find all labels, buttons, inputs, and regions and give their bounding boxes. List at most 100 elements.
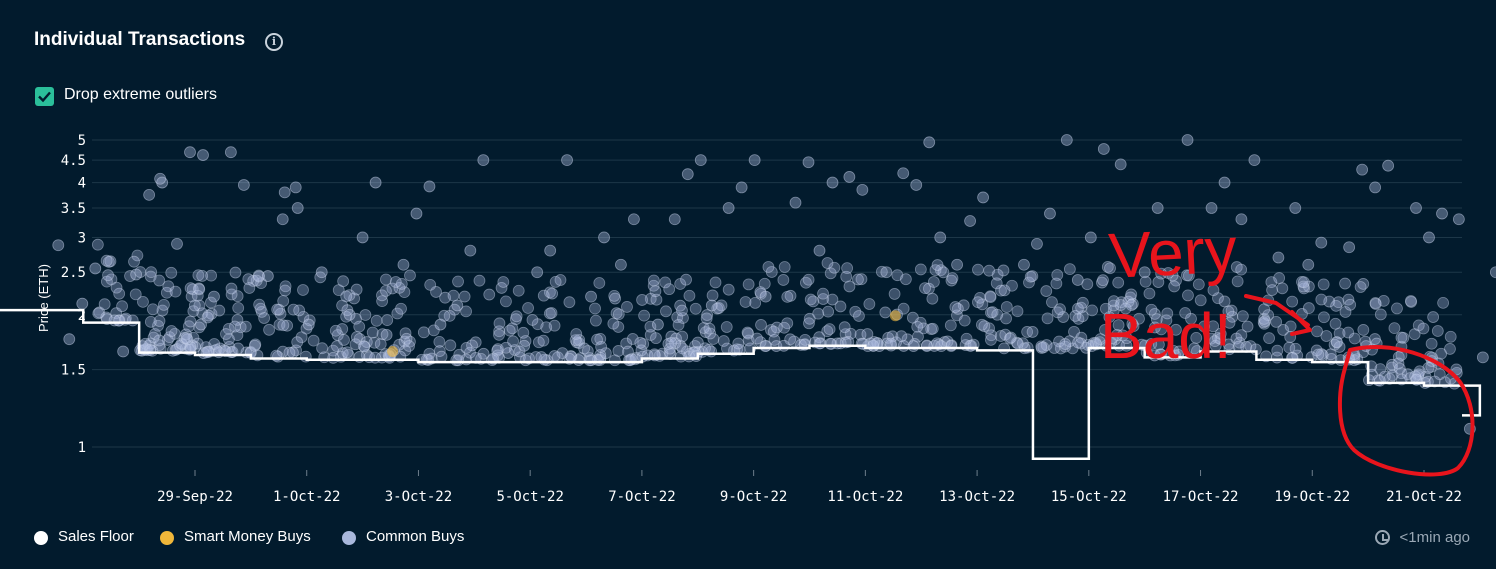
common-buy-point[interactable] [637, 338, 650, 350]
common-buy-point[interactable] [1408, 328, 1421, 341]
common-buy-point[interactable] [1231, 275, 1244, 288]
common-buy-point[interactable] [434, 318, 447, 331]
common-buy-point[interactable] [951, 302, 964, 315]
common-buy-point[interactable] [497, 276, 510, 288]
common-buy-point[interactable] [175, 337, 188, 350]
common-buy-point[interactable] [278, 186, 291, 199]
common-buy-point[interactable] [1218, 295, 1231, 308]
common-buy-point[interactable] [144, 315, 157, 328]
common-buy-point[interactable] [193, 282, 205, 295]
common-buy-point[interactable] [722, 202, 735, 214]
common-buy-point[interactable] [1235, 263, 1248, 276]
common-buy-point[interactable] [1069, 310, 1082, 322]
common-buy-point[interactable] [573, 337, 585, 349]
common-buy-point[interactable] [1072, 336, 1085, 349]
common-buy-point[interactable] [253, 298, 266, 311]
common-buy-point[interactable] [677, 312, 689, 324]
common-buy-point[interactable] [621, 301, 633, 313]
common-buy-point[interactable] [799, 333, 812, 346]
common-buy-point[interactable] [1125, 288, 1138, 301]
common-buy-point[interactable] [976, 298, 989, 311]
common-buy-point[interactable] [63, 333, 76, 346]
common-buy-point[interactable] [1271, 344, 1284, 357]
common-buy-point[interactable] [1150, 313, 1163, 326]
common-buy-point[interactable] [739, 296, 752, 308]
common-buy-point[interactable] [229, 266, 242, 279]
common-buy-point[interactable] [180, 332, 193, 344]
common-buy-point[interactable] [1296, 275, 1308, 288]
common-buy-point[interactable] [1182, 269, 1195, 282]
common-buy-point[interactable] [665, 330, 678, 343]
common-buy-point[interactable] [374, 338, 387, 351]
common-buy-point[interactable] [706, 289, 719, 302]
common-buy-point[interactable] [315, 266, 328, 279]
common-buy-point[interactable] [1392, 351, 1405, 363]
common-buy-point[interactable] [861, 328, 874, 340]
common-buy-point[interactable] [612, 321, 625, 333]
smart-money-point[interactable] [387, 345, 399, 357]
common-buy-point[interactable] [1236, 310, 1249, 323]
common-buy-point[interactable] [590, 314, 602, 327]
common-buy-point[interactable] [715, 299, 728, 312]
common-buy-point[interactable] [824, 267, 837, 280]
common-buy-point[interactable] [675, 350, 687, 363]
common-buy-point[interactable] [1315, 348, 1328, 360]
common-buy-point[interactable] [990, 277, 1003, 290]
common-buy-point[interactable] [1145, 338, 1158, 350]
common-buy-point[interactable] [427, 324, 440, 337]
common-buy-point[interactable] [399, 344, 412, 357]
common-buy-point[interactable] [1263, 332, 1275, 345]
common-buy-point[interactable] [906, 311, 919, 324]
common-buy-point[interactable] [712, 302, 725, 314]
common-buy-point[interactable] [336, 323, 349, 335]
common-buy-point[interactable] [1074, 337, 1087, 350]
common-buy-point[interactable] [777, 274, 790, 286]
common-buy-point[interactable] [689, 302, 702, 315]
common-buy-point[interactable] [353, 333, 366, 345]
common-buy-point[interactable] [1057, 311, 1070, 323]
common-buy-point[interactable] [834, 300, 847, 313]
common-buy-point[interactable] [1096, 276, 1108, 289]
common-buy-point[interactable] [208, 338, 221, 350]
common-buy-point[interactable] [665, 336, 678, 349]
common-buy-point[interactable] [273, 303, 285, 316]
common-buy-point[interactable] [196, 270, 209, 282]
common-buy-point[interactable] [1185, 312, 1197, 325]
common-buy-point[interactable] [1114, 158, 1127, 171]
common-buy-point[interactable] [563, 296, 576, 309]
common-buy-point[interactable] [1302, 258, 1315, 271]
common-buy-point[interactable] [531, 266, 544, 279]
common-buy-point[interactable] [358, 340, 370, 353]
common-buy-point[interactable] [1258, 313, 1271, 325]
common-buy-point[interactable] [1343, 241, 1356, 254]
common-buy-point[interactable] [1205, 202, 1218, 214]
common-buy-point[interactable] [337, 275, 350, 288]
common-buy-point[interactable] [153, 315, 166, 327]
common-buy-point[interactable] [452, 354, 465, 367]
common-buy-point[interactable] [610, 307, 623, 320]
common-buy-point[interactable] [376, 328, 389, 341]
common-buy-point[interactable] [1391, 302, 1403, 315]
common-buy-point[interactable] [1437, 296, 1450, 309]
common-buy-point[interactable] [591, 333, 603, 346]
common-buy-point[interactable] [231, 329, 244, 342]
common-buy-point[interactable] [650, 332, 662, 345]
common-buy-point[interactable] [997, 264, 1010, 277]
common-buy-point[interactable] [717, 335, 730, 347]
common-buy-point[interactable] [144, 270, 157, 283]
common-buy-point[interactable] [169, 285, 182, 298]
common-buy-point[interactable] [986, 306, 999, 319]
common-buy-point[interactable] [634, 336, 647, 349]
common-buy-point[interactable] [548, 319, 561, 332]
common-buy-point[interactable] [1097, 143, 1110, 155]
common-buy-point[interactable] [225, 288, 238, 301]
common-buy-point[interactable] [1107, 304, 1120, 317]
common-buy-point[interactable] [1126, 317, 1139, 330]
common-buy-point[interactable] [466, 339, 478, 352]
common-buy-point[interactable] [1342, 293, 1355, 306]
common-buy-point[interactable] [1119, 302, 1132, 315]
common-buy-point[interactable] [1393, 362, 1406, 375]
common-buy-point[interactable] [1127, 320, 1140, 333]
common-buy-point[interactable] [1328, 338, 1341, 351]
common-buy-point[interactable] [1286, 351, 1299, 364]
